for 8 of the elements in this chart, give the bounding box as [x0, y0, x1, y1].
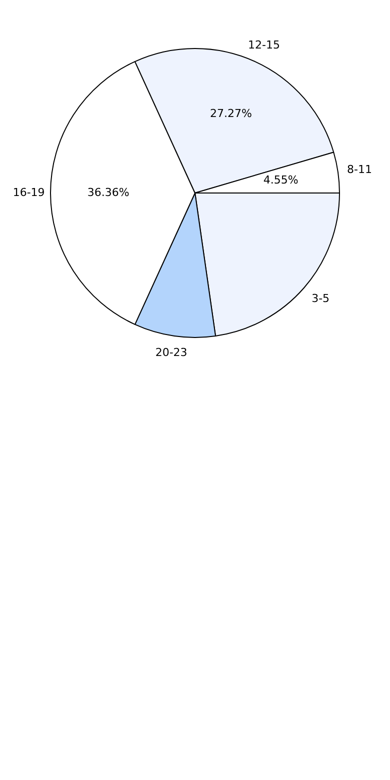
data-label: 4.55% [263, 174, 298, 187]
slice-label: 20-23 [155, 346, 188, 360]
data-label: 36.36% [87, 186, 130, 199]
slice-label: 8-11 [346, 162, 372, 176]
slice-label: 3-5 [312, 292, 330, 305]
data-label: 27.27% [210, 106, 252, 120]
slice-label: 16-19 [12, 186, 45, 199]
slice-label: 12-15 [248, 38, 280, 52]
